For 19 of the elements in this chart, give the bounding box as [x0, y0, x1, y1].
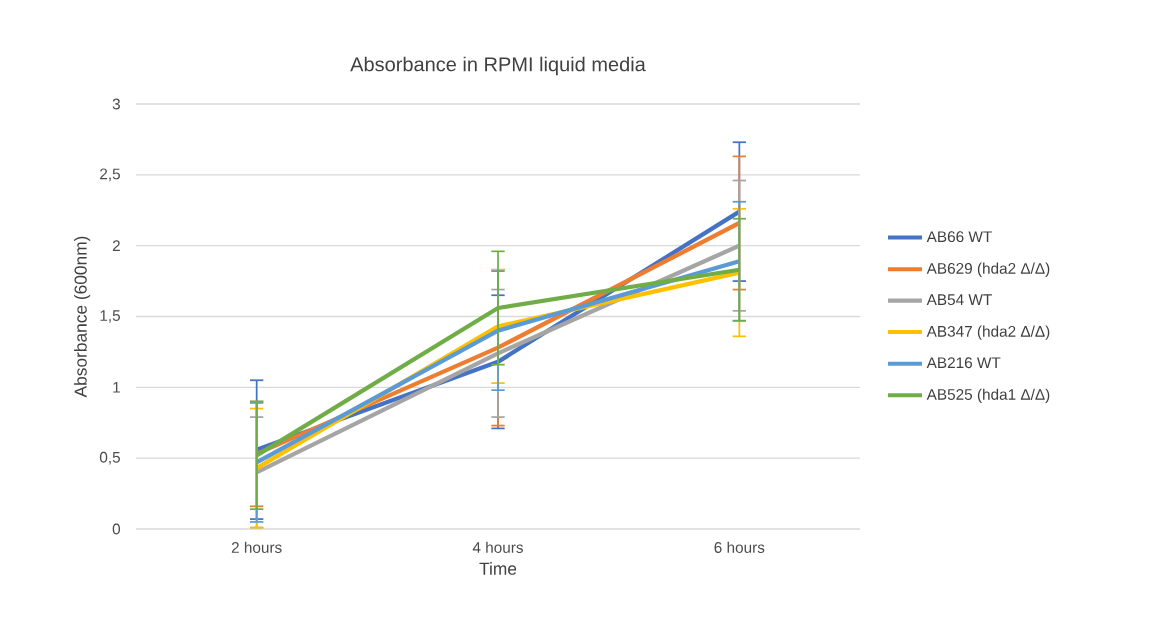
x-tick-label: 6 hours	[714, 541, 765, 553]
x-tick-label: 4 hours	[472, 541, 523, 553]
y-tick-label: 0	[112, 523, 121, 535]
y-tick-label: 1	[113, 382, 120, 393]
y-tick-label: 1,5	[100, 310, 120, 323]
legend-label: AB525 (hda1 Δ/Δ)	[926, 388, 1050, 403]
chart-title: Absorbance in RPMI liquid media	[350, 56, 646, 76]
y-tick-label: 3	[112, 98, 120, 110]
legend-label: AB216 WT	[926, 357, 1001, 369]
x-tick-label: 2 hours	[231, 541, 282, 553]
legend-label: AB629 (hda2 Δ/Δ)	[926, 262, 1050, 277]
y-tick-label: 2,5	[100, 168, 120, 182]
y-tick-label: 2	[112, 240, 120, 252]
y-tick-label: 0,5	[99, 451, 120, 465]
y-axis-title: Absorbance (600nm)	[74, 236, 91, 398]
legend-label: AB66 WT	[926, 231, 992, 243]
legend-label: AB347 (hda2 Δ/Δ)	[926, 325, 1050, 340]
legend-label: AB54 WT	[926, 294, 992, 306]
x-axis-title: Time	[479, 562, 517, 575]
